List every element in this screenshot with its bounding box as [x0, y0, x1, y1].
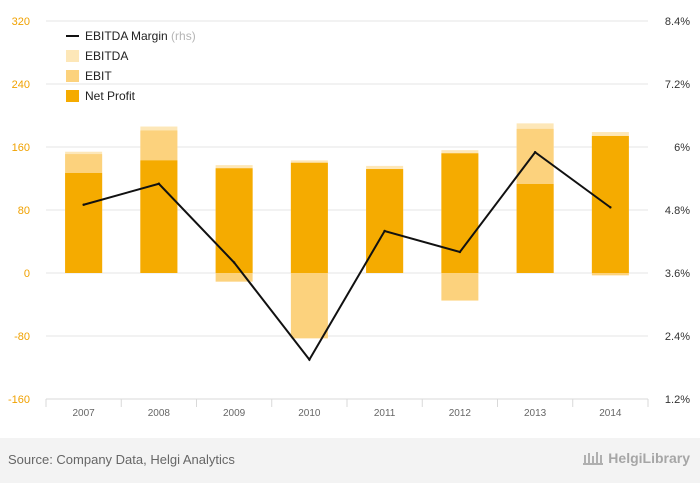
right-axis-tick-label: 7.2% — [665, 79, 690, 91]
x-axis-tick-label: 2011 — [374, 408, 396, 419]
ebitda-margin-point[interactable] — [232, 261, 236, 264]
bars — [65, 123, 629, 339]
left-axis-tick-label: 240 — [12, 79, 30, 91]
ebitda-margin-point[interactable] — [609, 206, 612, 209]
left-axis-tick-label: 320 — [12, 16, 30, 28]
brand-text: HelgiLibrary — [608, 450, 690, 466]
right-axis-tick-label: 3.6% — [665, 268, 690, 280]
right-axis-tick-label: 1.2% — [665, 394, 690, 406]
left-axis-tick-label: -80 — [14, 331, 30, 343]
legend-rhs-note: (rhs) — [171, 29, 196, 43]
x-axis-tick-label: 2010 — [298, 408, 321, 419]
source-text: Source: Company Data, Helgi Analytics — [8, 452, 235, 467]
legend: EBITDA Margin (rhs) EBITDA EBIT Net Profit — [66, 29, 196, 103]
x-axis-tick-label: 2007 — [73, 408, 96, 419]
ebitda-margin-point[interactable] — [157, 182, 161, 185]
library-columns-icon — [583, 452, 604, 465]
legend-label-ebitda-margin: EBITDA Margin (rhs) — [85, 29, 196, 43]
legend-swatch-net-profit — [66, 90, 79, 102]
ebit-bar[interactable] — [591, 273, 629, 276]
axes: 320 8.4% 240 7.2% 160 6% 80 4.8% 0 3.6% -80 2.4% -16… — [8, 16, 690, 419]
net-profit-bar[interactable] — [366, 169, 404, 273]
x-axis-tick-label: 2008 — [148, 408, 171, 419]
ebitda-margin-point[interactable] — [458, 250, 462, 254]
ebit-bar[interactable] — [441, 273, 479, 301]
ebitda-margin-point[interactable] — [533, 151, 537, 154]
net-profit-bar[interactable] — [65, 172, 103, 273]
ebitda-margin-point[interactable] — [82, 203, 85, 206]
legend-label-net-profit: Net Profit — [85, 89, 136, 103]
ebit-bar[interactable] — [290, 273, 328, 339]
net-profit-bar[interactable] — [591, 135, 629, 273]
net-profit-bar[interactable] — [215, 168, 253, 273]
right-axis-tick-label: 4.8% — [665, 205, 690, 217]
left-axis-tick-label: -160 — [8, 394, 30, 406]
legend-label-ebit: EBIT — [85, 69, 112, 83]
ebitda-margin-line-group — [82, 150, 612, 362]
chart-svg: 320 8.4% 240 7.2% 160 6% 80 4.8% 0 3.6% -80 2.4% -16… — [8, 16, 690, 419]
brand-logo[interactable]: HelgiLibrary — [582, 450, 690, 466]
net-profit-bar[interactable] — [140, 160, 178, 273]
ebitda-margin-point[interactable] — [308, 358, 311, 361]
x-axis-tick-label: 2013 — [524, 408, 547, 419]
ebit-bar[interactable] — [215, 273, 253, 282]
net-profit-bar[interactable] — [290, 162, 328, 273]
x-axis-tick-label: 2009 — [223, 408, 246, 419]
left-axis-tick-label: 160 — [12, 142, 30, 154]
x-axis-tick-label: 2014 — [599, 408, 622, 419]
right-axis-tick-label: 2.4% — [665, 331, 690, 343]
ebitda-margin-point[interactable] — [383, 229, 386, 233]
ebitda-margin-line[interactable] — [83, 150, 611, 362]
left-axis-tick-label: 0 — [24, 268, 30, 280]
left-axis-tick-label: 80 — [18, 205, 30, 217]
legend-label-ebitda: EBITDA — [85, 49, 128, 63]
footer: Source: Company Data, Helgi Analytics He… — [0, 438, 700, 483]
right-axis-tick-label: 8.4% — [665, 16, 690, 28]
legend-swatch-ebit — [66, 70, 79, 82]
net-profit-bar[interactable] — [516, 184, 554, 273]
net-profit-bar[interactable] — [441, 153, 479, 273]
right-axis-tick-label: 6% — [674, 142, 690, 154]
gridlines — [46, 20, 648, 400]
legend-swatch-ebitda — [66, 50, 79, 62]
x-axis-tick-label: 2012 — [449, 408, 472, 419]
